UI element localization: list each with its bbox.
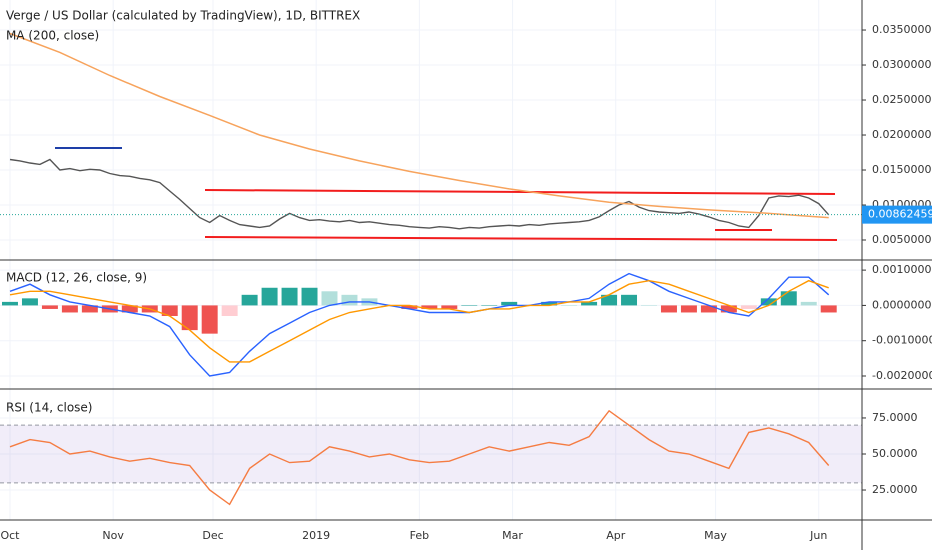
x-tick-label: Feb: [410, 529, 429, 542]
histogram-bar: [481, 305, 498, 306]
histogram-bar: [541, 301, 558, 306]
histogram-bar: [740, 305, 757, 309]
y-tick-label: -0.00100000: [872, 334, 932, 347]
indicator-title: RSI (14, close): [6, 401, 92, 415]
histogram-bar: [641, 305, 657, 306]
rsi-band: [0, 425, 862, 483]
histogram-bar: [581, 301, 598, 306]
x-tick-label: 2019: [302, 529, 330, 542]
histogram-bar: [621, 294, 638, 306]
chart-title: Verge / US Dollar (calculated by Trading…: [6, 9, 360, 23]
rsi-line: [9, 409, 830, 506]
x-tick-label: Mar: [502, 529, 523, 542]
histogram-bar: [820, 305, 837, 313]
indicator-title: MA (200, close): [6, 29, 99, 43]
y-tick-label: 0.03500000: [872, 23, 932, 36]
x-tick-label: May: [704, 529, 727, 542]
histogram-bar: [221, 305, 238, 316]
ma-line: [9, 32, 829, 219]
resistance-line: [204, 189, 836, 195]
histogram-bar: [341, 294, 358, 306]
histogram-bar: [1, 301, 18, 306]
x-tick-label: Apr: [606, 529, 626, 542]
histogram-bar: [780, 291, 797, 306]
x-tick-label: Dec: [202, 529, 223, 542]
histogram-bar: [121, 305, 138, 313]
histogram-bar: [81, 305, 98, 313]
y-tick-label: 50.0000: [872, 447, 918, 460]
histogram-bar: [401, 305, 418, 309]
grid: [0, 0, 862, 520]
y-tick-label: 75.0000: [872, 411, 918, 424]
histogram-bar: [321, 291, 338, 306]
marks: [0, 32, 862, 506]
histogram-bar: [261, 287, 278, 306]
y-tick-label: -0.00200000: [872, 369, 932, 382]
histogram-bar: [21, 298, 38, 306]
signal-line: [9, 279, 829, 363]
last-price-label: 0.00862459: [868, 208, 932, 221]
y-tick-label: 0.01500000: [872, 163, 932, 176]
x-tick-label: Jun: [809, 529, 827, 542]
histogram-bar: [660, 305, 677, 313]
histogram-bar: [421, 305, 438, 309]
indicator-title: MACD (12, 26, close, 9): [6, 271, 147, 285]
last-price-box: [862, 205, 932, 224]
y-tick-label: 0.00100000: [872, 263, 932, 276]
y-tick-label: 0.03000000: [872, 58, 932, 71]
histogram-bar: [601, 294, 618, 306]
histogram-bar: [41, 305, 58, 309]
macd-line: [9, 272, 830, 377]
y-tick-label: 25.0000: [872, 483, 918, 496]
histogram-bar: [441, 305, 458, 309]
histogram-bar: [301, 287, 318, 306]
histogram-bar: [161, 305, 178, 316]
y-tick-label: 0.02500000: [872, 93, 932, 106]
histogram-bar: [700, 305, 717, 313]
histogram-bar: [181, 305, 198, 331]
y-tick-label: 0.00500000: [872, 233, 932, 246]
histogram-bar: [501, 301, 518, 306]
histogram-bar: [680, 305, 697, 313]
histogram-bar: [201, 305, 218, 334]
x-tick-label: Oct: [0, 529, 20, 542]
support-line: [204, 236, 838, 241]
histogram-bar: [561, 305, 578, 306]
histogram-bar: [720, 305, 737, 313]
histogram-bar: [461, 305, 478, 306]
histogram-bar: [281, 287, 298, 306]
y-tick-label: 0.00000000: [872, 298, 932, 311]
y-tick-label: 0.02000000: [872, 128, 932, 141]
price-line: [9, 158, 830, 230]
drawings: [55, 147, 838, 241]
histogram-bar: [241, 294, 258, 306]
histogram-bar: [800, 301, 817, 306]
x-tick-label: Nov: [102, 529, 124, 542]
histogram-bar: [61, 305, 78, 313]
histogram-bar: [760, 298, 777, 306]
